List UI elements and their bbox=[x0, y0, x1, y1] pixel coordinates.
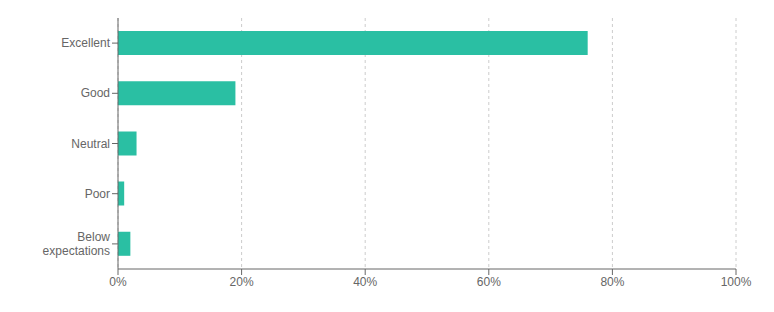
svg-text:Belowexpectations: Belowexpectations bbox=[43, 230, 111, 258]
svg-text:Excellent: Excellent bbox=[61, 36, 110, 50]
svg-text:80%: 80% bbox=[600, 275, 624, 289]
svg-text:40%: 40% bbox=[353, 275, 377, 289]
svg-text:100%: 100% bbox=[721, 275, 752, 289]
svg-text:0%: 0% bbox=[109, 275, 127, 289]
svg-text:Neutral: Neutral bbox=[71, 137, 110, 151]
svg-text:Good: Good bbox=[81, 86, 110, 100]
svg-text:20%: 20% bbox=[230, 275, 254, 289]
svg-text:60%: 60% bbox=[477, 275, 501, 289]
svg-text:Poor: Poor bbox=[85, 187, 110, 201]
